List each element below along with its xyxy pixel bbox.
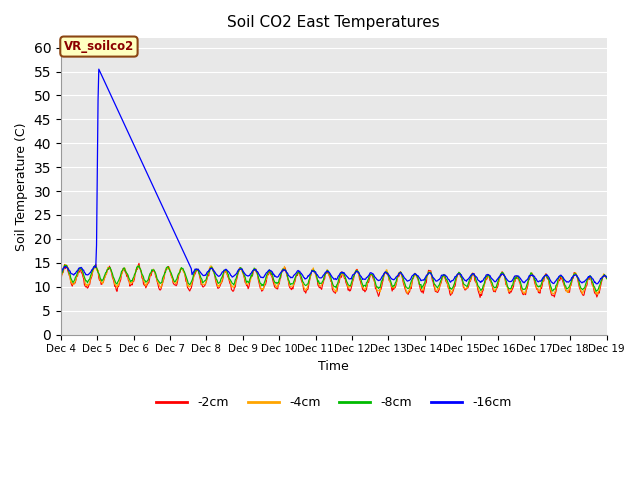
-8cm <box>603 276 611 282</box>
-4cm <box>433 288 441 294</box>
-8cm <box>61 262 68 268</box>
-2cm <box>177 266 185 272</box>
-16cm <box>554 276 561 282</box>
-16cm <box>201 272 209 278</box>
-16cm <box>326 271 334 276</box>
-4cm <box>177 266 185 272</box>
-16cm <box>433 278 441 284</box>
-2cm <box>326 275 334 280</box>
-16cm <box>380 273 387 278</box>
Line: -16cm: -16cm <box>61 69 607 284</box>
-2cm <box>57 278 65 284</box>
Text: VR_soilco2: VR_soilco2 <box>64 40 134 53</box>
-8cm <box>433 284 441 290</box>
-16cm <box>57 269 65 275</box>
-16cm <box>593 281 601 287</box>
Line: -8cm: -8cm <box>61 265 607 291</box>
Line: -2cm: -2cm <box>61 264 607 298</box>
-8cm <box>380 274 387 280</box>
-8cm <box>592 288 600 294</box>
-2cm <box>603 276 611 281</box>
-2cm <box>135 261 143 266</box>
-4cm <box>61 262 69 267</box>
-2cm <box>554 279 562 285</box>
Legend: -2cm, -4cm, -8cm, -16cm: -2cm, -4cm, -8cm, -16cm <box>151 391 516 414</box>
-4cm <box>201 282 209 288</box>
-4cm <box>603 276 611 281</box>
-8cm <box>201 278 209 284</box>
-8cm <box>326 272 334 278</box>
-16cm <box>95 66 102 72</box>
-2cm <box>201 282 209 288</box>
-4cm <box>57 275 65 281</box>
Y-axis label: Soil Temperature (C): Soil Temperature (C) <box>15 122 28 251</box>
-16cm <box>177 244 185 250</box>
-4cm <box>380 276 387 282</box>
-8cm <box>554 280 561 286</box>
-2cm <box>476 295 484 300</box>
-4cm <box>554 280 561 286</box>
-2cm <box>433 289 441 295</box>
-4cm <box>594 291 602 297</box>
-8cm <box>177 264 185 270</box>
-16cm <box>603 275 611 280</box>
X-axis label: Time: Time <box>319 360 349 373</box>
Line: -4cm: -4cm <box>61 264 607 294</box>
Title: Soil CO2 East Temperatures: Soil CO2 East Temperatures <box>227 15 440 30</box>
-8cm <box>57 274 65 280</box>
-2cm <box>380 277 387 283</box>
-4cm <box>326 273 334 279</box>
